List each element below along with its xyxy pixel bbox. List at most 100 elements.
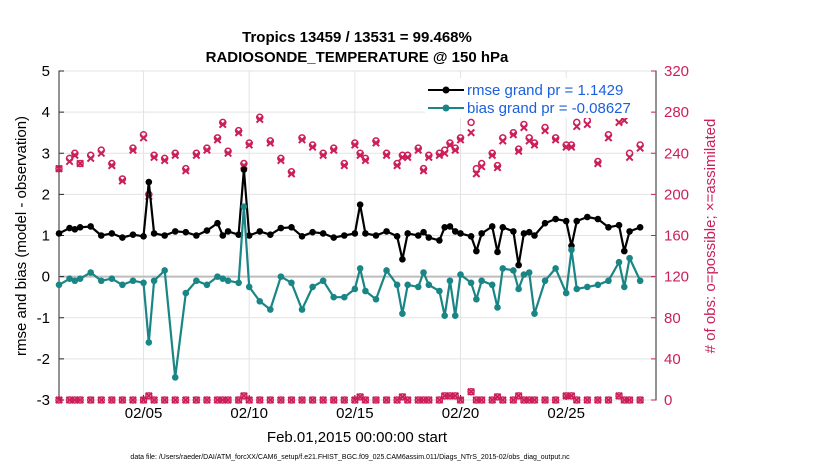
rmse-point <box>467 233 475 240</box>
obs-assimilated-marker <box>308 396 317 404</box>
obs-possible-marker <box>451 392 459 400</box>
rmse-point <box>425 234 433 241</box>
bias-point <box>161 267 168 274</box>
bias-point <box>362 287 369 295</box>
rmse-point <box>319 230 327 237</box>
y2-tick-label: 160 <box>664 228 689 245</box>
obs-assimilated-marker <box>451 146 460 155</box>
rmse-point <box>224 228 232 235</box>
legend-bias-marker <box>442 104 450 112</box>
obs-assimilated-marker <box>477 162 486 171</box>
obs-assimilated-marker <box>76 159 85 168</box>
obs-possible-marker <box>160 396 169 404</box>
rmse-point <box>399 256 406 263</box>
obs-assimilated-marker <box>55 396 63 404</box>
rmse-point <box>488 223 496 230</box>
obs-assimilated-marker <box>329 146 338 155</box>
obs-assimilated-marker <box>361 156 370 165</box>
bias-point <box>224 277 232 285</box>
rmse-point <box>214 219 221 227</box>
rmse-point <box>420 228 427 236</box>
bias-point <box>467 279 475 287</box>
y-tick-label: 4 <box>42 104 50 121</box>
bias-point <box>441 312 448 319</box>
rmse-point <box>552 215 559 223</box>
obs-assimilated-marker <box>620 116 629 125</box>
bias-point <box>140 279 147 287</box>
bias-point <box>76 275 84 282</box>
obs-assimilated-marker <box>107 161 116 170</box>
obs-assimilated-marker <box>298 396 306 404</box>
obs-possible-marker <box>636 396 644 404</box>
y-tick-label: 2 <box>42 186 50 203</box>
bias-point <box>404 281 411 289</box>
rmse-point <box>288 223 295 231</box>
obs-assimilated-marker <box>192 396 201 404</box>
bias-point <box>552 265 559 272</box>
obs-assimilated-marker <box>350 141 359 149</box>
rmse-point <box>531 232 538 239</box>
bias-point <box>436 287 443 295</box>
y-axis-label: rmse and bias (model - observation) <box>13 116 30 356</box>
obs-assimilated-marker <box>224 396 232 404</box>
obs-assimilated-marker <box>213 135 222 144</box>
obs-possible-marker <box>625 396 634 404</box>
rmse-point <box>510 228 517 235</box>
obs-possible-marker <box>604 396 613 404</box>
bias-point <box>150 277 158 285</box>
obs-assimilated-marker <box>424 153 433 162</box>
rmse-point <box>615 221 623 229</box>
bias-point <box>399 310 406 317</box>
rmse-point <box>446 223 454 230</box>
obs-assimilated-marker <box>583 120 592 129</box>
bias-point <box>240 203 248 211</box>
obs-assimilated-marker <box>593 159 602 168</box>
rmse-point <box>436 237 443 244</box>
bias-point <box>621 283 628 291</box>
rmse-point <box>393 233 401 240</box>
obs-assimilated-marker <box>477 396 486 404</box>
bias-point <box>171 374 179 381</box>
obs-assimilated-marker <box>636 396 645 404</box>
bias-point <box>193 277 200 285</box>
legend-rmse-label: rmse grand pr = 1.1429 <box>467 82 623 99</box>
axis-ticks: 5 4 3 2 1 0 -1 -2 -3 02/05 02/10 02/15 02/20 02/25 320… <box>37 63 689 422</box>
rmse-point <box>129 231 137 238</box>
y2-tick-label: 0 <box>664 392 672 409</box>
rmse-point <box>97 232 105 239</box>
rmse-point <box>150 230 158 237</box>
obs-possible-marker <box>55 396 63 404</box>
obs-possible-marker <box>541 396 549 404</box>
obs-assimilated-marker <box>266 396 275 404</box>
bias-point <box>605 277 612 285</box>
bias-point <box>340 293 348 301</box>
obs-assimilated-marker <box>636 144 645 153</box>
y-tick-label: 1 <box>42 228 50 245</box>
obs-assimilated-marker <box>160 396 169 404</box>
obs-assimilated-marker <box>488 151 497 160</box>
obs-assimilated-marker <box>150 396 159 404</box>
bias-point <box>214 273 221 280</box>
obs-possible-marker <box>86 396 95 404</box>
y2-axis-label: # of obs: o=possible; ×=assimilated <box>702 119 719 354</box>
chart-subtitle: RADIOSONDE_TEMPERATURE @ 150 hPa <box>206 49 509 66</box>
bias-point <box>393 281 401 289</box>
rmse-point <box>520 230 528 237</box>
obs-possible-marker <box>329 396 338 404</box>
obs-possible-marker <box>477 396 486 404</box>
rmse-point <box>298 233 306 240</box>
obs-possible-marker <box>583 396 592 404</box>
obs-assimilated-marker <box>625 396 634 404</box>
bias-point <box>245 283 253 291</box>
obs-assimilated-marker <box>340 161 349 170</box>
bias-point <box>108 275 116 282</box>
rmse-point <box>562 217 570 225</box>
bias-point <box>219 275 227 282</box>
rmse-point <box>584 213 591 221</box>
obs-possible-marker <box>514 392 523 400</box>
obs-assimilated-marker <box>435 151 444 160</box>
bias-point <box>298 306 306 313</box>
rmse-point <box>473 247 480 255</box>
rmse-point <box>330 234 338 241</box>
